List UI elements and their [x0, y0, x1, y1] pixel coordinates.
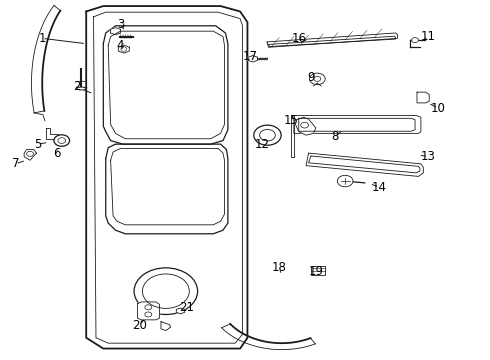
Polygon shape — [294, 116, 421, 134]
Text: 1: 1 — [39, 32, 46, 45]
Text: 10: 10 — [431, 102, 445, 115]
Polygon shape — [46, 128, 58, 139]
Text: 8: 8 — [332, 130, 339, 144]
Polygon shape — [106, 144, 228, 234]
Text: 17: 17 — [243, 50, 257, 63]
Text: 21: 21 — [179, 301, 194, 314]
Text: 20: 20 — [132, 319, 147, 332]
Text: 16: 16 — [291, 32, 306, 45]
Polygon shape — [110, 28, 121, 35]
Polygon shape — [306, 153, 423, 176]
Polygon shape — [292, 116, 294, 157]
Polygon shape — [248, 55, 257, 62]
Text: 4: 4 — [117, 39, 124, 52]
Text: 6: 6 — [53, 147, 61, 159]
Text: 13: 13 — [421, 150, 436, 163]
Circle shape — [134, 268, 197, 315]
Circle shape — [412, 38, 418, 42]
Circle shape — [254, 125, 281, 145]
Circle shape — [310, 73, 325, 85]
Polygon shape — [176, 308, 185, 314]
Polygon shape — [103, 26, 228, 144]
Polygon shape — [138, 302, 159, 320]
Circle shape — [54, 135, 70, 146]
Text: 11: 11 — [421, 30, 436, 43]
Polygon shape — [267, 33, 397, 47]
Circle shape — [337, 175, 353, 187]
Text: 7: 7 — [12, 157, 19, 170]
Polygon shape — [161, 321, 171, 330]
Text: 9: 9 — [307, 71, 315, 84]
Ellipse shape — [77, 87, 86, 90]
Text: 14: 14 — [372, 181, 387, 194]
Bar — [311, 266, 325, 275]
Text: 5: 5 — [34, 138, 41, 150]
Polygon shape — [118, 45, 129, 53]
Polygon shape — [417, 92, 429, 103]
Text: 2: 2 — [73, 80, 80, 93]
Polygon shape — [294, 117, 316, 135]
Text: 15: 15 — [284, 114, 299, 127]
Text: 3: 3 — [117, 18, 124, 31]
Polygon shape — [86, 6, 247, 348]
Text: 12: 12 — [255, 138, 270, 150]
Text: 18: 18 — [272, 261, 287, 274]
Text: 19: 19 — [308, 265, 323, 278]
